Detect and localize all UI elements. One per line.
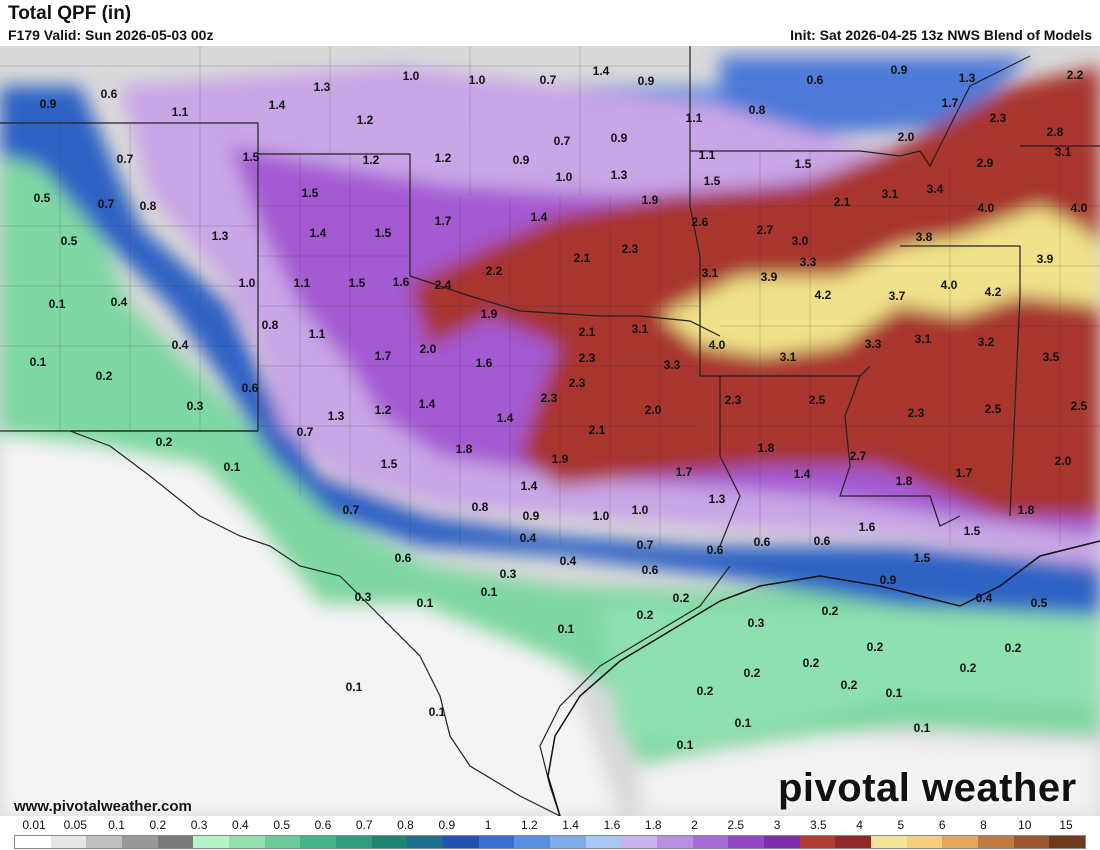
legend-swatch <box>764 836 800 848</box>
legend-swatch <box>692 836 729 848</box>
legend-swatch <box>50 836 87 848</box>
legend-tick-label: 1 <box>484 818 492 832</box>
legend-swatch <box>1049 836 1086 848</box>
legend-swatch <box>942 836 979 848</box>
legend-swatch <box>371 836 408 848</box>
legend-tick-label: 0.1 <box>108 818 125 832</box>
legend-swatch <box>1013 836 1050 848</box>
legend-swatch <box>585 836 622 848</box>
legend-swatch <box>407 836 444 848</box>
precipitation-field <box>0 46 1100 816</box>
legend-ticks: 0.01 0.05 0.1 0.2 0.3 0.4 0.5 0.6 0.7 0.8 0.9 1 1.2 1… <box>0 818 1100 832</box>
legend-swatch <box>229 836 265 848</box>
legend-swatch <box>657 836 693 848</box>
blue-band <box>0 86 1100 616</box>
legend-tick-label: 3.5 <box>809 818 827 832</box>
legend-swatch <box>157 836 194 848</box>
blue-ne <box>720 56 1030 136</box>
legend-swatch <box>514 836 551 848</box>
yellow-max <box>660 206 1100 356</box>
color-legend: 0.01 0.05 0.1 0.2 0.3 0.4 0.5 0.6 0.7 0.8 0.9 1 1.2 1… <box>0 816 1100 850</box>
legend-tick-label: 0.5 <box>273 818 291 832</box>
white-region-se <box>640 736 1100 816</box>
precipitation-map[interactable]: 0.9 0.6 1.1 1.4 1.3 1.0 1.0 0.7 1.4 0.9 0.6 0.9 1.3 2… <box>0 46 1100 816</box>
legend-tick-label: 0.7 <box>355 818 373 832</box>
legend-swatch <box>799 836 836 848</box>
website-label[interactable]: www.pivotalweather.com <box>14 798 192 815</box>
valid-time: F179 Valid: Sun 2026-05-03 00z <box>8 27 214 43</box>
legend-swatch <box>86 836 123 848</box>
gulf-coastline <box>547 540 1100 816</box>
legend-swatch <box>621 836 658 848</box>
legend-swatch <box>906 836 943 848</box>
legend-swatch <box>264 836 301 848</box>
legend-tick-label: 4 <box>856 818 863 832</box>
green-gulf <box>600 606 1100 746</box>
init-time: Init: Sat 2026-04-25 13z NWS Blend of Mo… <box>790 27 1092 43</box>
legend-tick-label: 3 <box>773 818 781 832</box>
legend-swatch <box>871 836 907 848</box>
legend-tick-label: 0.01 <box>22 818 46 832</box>
legend-tick-label: 15 <box>1059 818 1073 832</box>
legend-colorbar <box>14 835 1086 849</box>
legend-tick-label: 0.3 <box>190 818 208 832</box>
legend-tick-label: 1.6 <box>603 818 621 832</box>
map-title: Total QPF (in) <box>8 3 132 24</box>
header: Total QPF (in) F179 Valid: Sun 2026-05-0… <box>0 0 1100 46</box>
legend-tick-label: 1.8 <box>644 818 662 832</box>
legend-tick-label: 5 <box>897 818 905 832</box>
legend-tick-label: 10 <box>1018 818 1032 832</box>
legend-tick-label: 0.9 <box>438 818 456 832</box>
legend-swatch <box>300 836 337 848</box>
legend-swatch <box>193 836 230 848</box>
legend-tick-label: 1.4 <box>562 818 579 832</box>
legend-swatch <box>978 836 1014 848</box>
white-region <box>0 436 620 816</box>
legend-tick-label: 2 <box>691 818 698 832</box>
legend-tick-label: 0.2 <box>149 818 167 832</box>
legend-tick-label: 2.5 <box>727 818 745 832</box>
legend-swatch <box>478 836 515 848</box>
legend-swatch <box>15 836 51 848</box>
legend-tick-label: 0.8 <box>397 818 414 832</box>
legend-tick-label: 8 <box>980 818 987 832</box>
legend-tick-label: 6 <box>938 818 946 832</box>
brand-logo: pivotal weather <box>778 766 1077 810</box>
county-lines <box>0 46 1100 546</box>
legend-tick-label: 0.05 <box>63 818 87 832</box>
green-west <box>0 116 1100 766</box>
legend-swatch <box>122 836 158 848</box>
legend-swatch <box>550 836 586 848</box>
legend-tick-label: 1.2 <box>521 818 538 832</box>
legend-tick-label: 0.6 <box>314 818 332 832</box>
legend-tick-label: 0.4 <box>232 818 249 832</box>
legend-swatch <box>835 836 872 848</box>
legend-swatch <box>443 836 479 848</box>
legend-swatch <box>728 836 765 848</box>
legend-swatch <box>336 836 372 848</box>
